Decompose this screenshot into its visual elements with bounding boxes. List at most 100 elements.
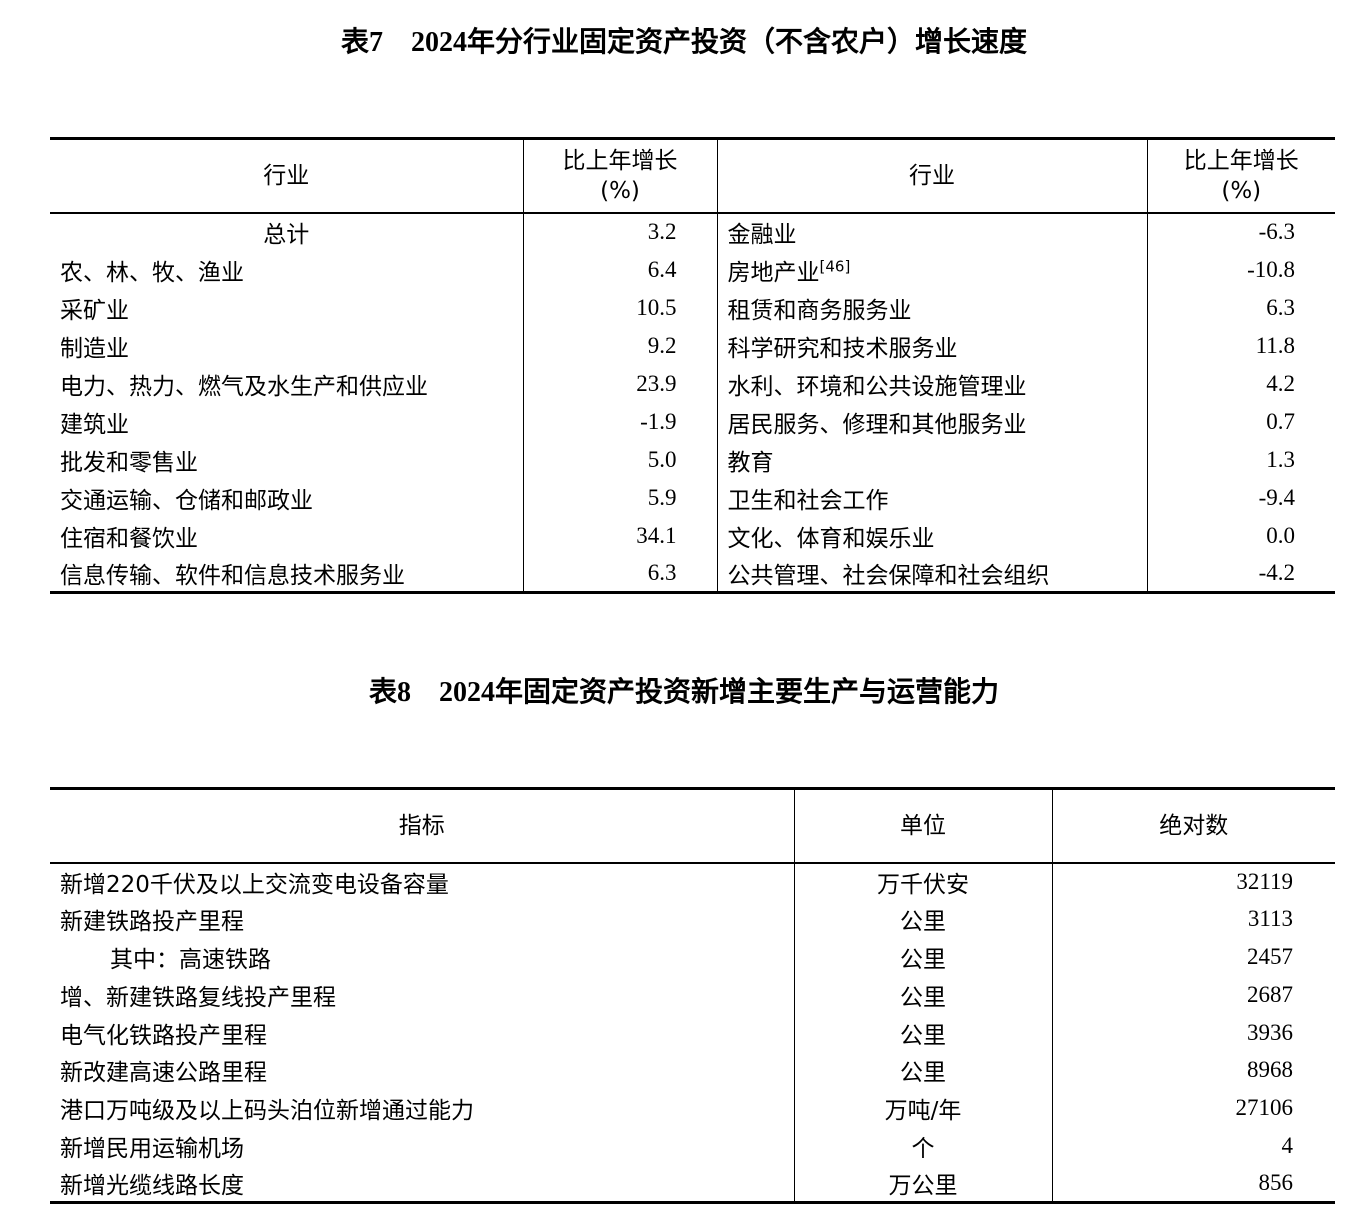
table8-title: 表8 2024年固定资产投资新增主要生产与运营能力 (368, 677, 999, 708)
growth-value: 10.5 (522, 288, 717, 327)
absolute-value: 3113 (1051, 900, 1335, 939)
table-row: 新建铁路投产里程 公里 3113 (50, 900, 1335, 939)
unit: 公里 (793, 1051, 1052, 1090)
table-row: 新增民用运输机场 个 4 (50, 1127, 1335, 1165)
industry-name: 科学研究和技术服务业 (716, 326, 1147, 365)
table-row: 采矿业 10.5 租赁和商务服务业 6.3 (50, 288, 1335, 327)
table7: 行业 比上年增长 (%) 行业 比上年增长 (%) 总计 3.2 金融业 -6.3 农、林、… (50, 137, 1335, 594)
industry-name: 水利、环境和公共设施管理业 (716, 364, 1147, 403)
header-industry: 行业 (50, 138, 523, 214)
industry-name: 总计 (263, 222, 310, 248)
industry-label: 教育 (727, 449, 774, 476)
indicator-name: 新改建高速公路里程 (60, 1060, 267, 1087)
indicator-name: 新增民用运输机场 (60, 1135, 244, 1162)
growth-value: 4.2 (1146, 364, 1335, 403)
table7-title: 表7 2024年分行业固定资产投资（不含农户）增长速度 (340, 27, 1027, 58)
absolute-value: 32119 (1051, 862, 1335, 901)
industry-name: 房地产业[46] (716, 250, 1147, 289)
table-row: 农、林、牧、渔业 6.4 房地产业[46] -10.8 (50, 250, 1335, 289)
absolute-value: 2457 (1051, 938, 1335, 976)
growth-value: 5.9 (522, 478, 717, 517)
table-row: 住宿和餐饮业 34.1 文化、体育和娱乐业 0.0 (50, 516, 1335, 555)
growth-value: 9.2 (522, 326, 717, 365)
header-growth-unit: (%) (1221, 177, 1262, 204)
table8: 指标 单位 绝对数 新增220千伏及以上交流变电设备容量 万千伏安 32119 新建铁… (50, 787, 1335, 1205)
table-row: 建筑业 -1.9 居民服务、修理和其他服务业 0.7 (50, 402, 1335, 441)
table-row: 电力、热力、燃气及水生产和供应业 23.9 水利、环境和公共设施管理业 4.2 (50, 364, 1335, 403)
indicator-name: 其中：高速铁路 (110, 946, 271, 973)
industry-name: 租赁和商务服务业 (716, 288, 1147, 327)
header-growth: 比上年增长 (%) (522, 138, 717, 214)
unit: 公里 (793, 1013, 1052, 1052)
growth-value: 6.4 (522, 250, 717, 289)
absolute-value: 2687 (1051, 975, 1335, 1014)
industry-name: 电力、热力、燃气及水生产和供应业 (60, 373, 428, 400)
table7-header-row: 行业 比上年增长 (%) 行业 比上年增长 (%) (50, 138, 1335, 214)
table-row: 总计 3.2 金融业 -6.3 (50, 212, 1335, 251)
indicator-name: 新增光缆线路长度 (60, 1173, 244, 1200)
industry-name: 公共管理、社会保障和社会组织 (716, 554, 1147, 593)
industry-label: 金融业 (727, 222, 797, 248)
industry-name: 建筑业 (60, 411, 129, 438)
table-row: 交通运输、仓储和邮政业 5.9 卫生和社会工作 -9.4 (50, 478, 1335, 517)
header-industry-right: 行业 (716, 138, 1147, 214)
unit: 公里 (793, 900, 1052, 939)
unit: 万吨/年 (793, 1089, 1052, 1128)
table-row: 增、新建铁路复线投产里程 公里 2687 (50, 975, 1335, 1014)
table-row: 批发和零售业 5.0 教育 1.3 (50, 440, 1335, 479)
growth-value: 5.0 (522, 440, 717, 479)
table8-header-row: 指标 单位 绝对数 (50, 788, 1335, 864)
absolute-value: 8968 (1051, 1051, 1335, 1090)
indicator-name: 港口万吨级及以上码头泊位新增通过能力 (60, 1098, 474, 1125)
industry-name: 信息传输、软件和信息技术服务业 (60, 562, 405, 589)
header-growth-unit: (%) (600, 177, 640, 204)
industry-name: 教育 (716, 440, 1147, 479)
header-growth-right: 比上年增长 (%) (1146, 138, 1335, 214)
growth-value: 11.8 (1146, 326, 1335, 365)
unit: 公里 (793, 938, 1052, 976)
header-unit: 单位 (793, 788, 1052, 864)
industry-name: 制造业 (60, 335, 129, 362)
industry-name: 文化、体育和娱乐业 (716, 516, 1147, 555)
unit: 公里 (793, 975, 1052, 1014)
table-row: 信息传输、软件和信息技术服务业 6.3 公共管理、社会保障和社会组织 -4.2 (50, 554, 1335, 593)
industry-name: 金融业 (716, 212, 1147, 251)
growth-value: -6.3 (1146, 212, 1335, 251)
table-row: 其中：高速铁路 公里 2457 (50, 938, 1335, 976)
unit: 个 (793, 1127, 1052, 1165)
absolute-value: 3936 (1051, 1013, 1335, 1052)
industry-label: 卫生和社会工作 (727, 487, 889, 514)
absolute-value: 4 (1051, 1127, 1335, 1165)
industry-name: 居民服务、修理和其他服务业 (716, 402, 1147, 441)
industry-name: 采矿业 (60, 297, 129, 324)
growth-value: -10.8 (1146, 250, 1335, 289)
table-row: 制造业 9.2 科学研究和技术服务业 11.8 (50, 326, 1335, 365)
growth-value: 3.2 (522, 212, 717, 251)
industry-name: 农、林、牧、渔业 (60, 259, 244, 286)
industry-name: 交通运输、仓储和邮政业 (60, 487, 313, 514)
table-row: 新改建高速公路里程 公里 8968 (50, 1051, 1335, 1090)
industry-name: 批发和零售业 (60, 449, 198, 476)
table-row: 电气化铁路投产里程 公里 3936 (50, 1013, 1335, 1052)
unit: 万公里 (793, 1164, 1052, 1203)
growth-value: -4.2 (1146, 554, 1335, 593)
growth-value: 0.0 (1146, 516, 1335, 555)
header-indicator: 指标 (50, 788, 794, 864)
absolute-value: 856 (1051, 1164, 1335, 1203)
industry-label: 房地产业 (727, 259, 820, 286)
growth-value: 23.9 (522, 364, 717, 403)
absolute-value: 27106 (1051, 1089, 1335, 1128)
growth-value: 6.3 (522, 554, 717, 593)
industry-label: 居民服务、修理和其他服务业 (727, 411, 1027, 438)
industry-label: 文化、体育和娱乐业 (727, 525, 935, 552)
growth-value: -9.4 (1146, 478, 1335, 517)
table-row: 港口万吨级及以上码头泊位新增通过能力 万吨/年 27106 (50, 1089, 1335, 1128)
indicator-name: 增、新建铁路复线投产里程 (60, 984, 336, 1011)
footnote-ref[interactable]: [46] (819, 256, 851, 275)
industry-label: 租赁和商务服务业 (727, 297, 912, 324)
growth-value: 34.1 (522, 516, 717, 555)
indicator-name: 新建铁路投产里程 (60, 909, 244, 936)
indicator-name: 新增220千伏及以上交流变电设备容量 (60, 871, 449, 898)
unit: 万千伏安 (793, 862, 1052, 901)
growth-value: 1.3 (1146, 440, 1335, 479)
